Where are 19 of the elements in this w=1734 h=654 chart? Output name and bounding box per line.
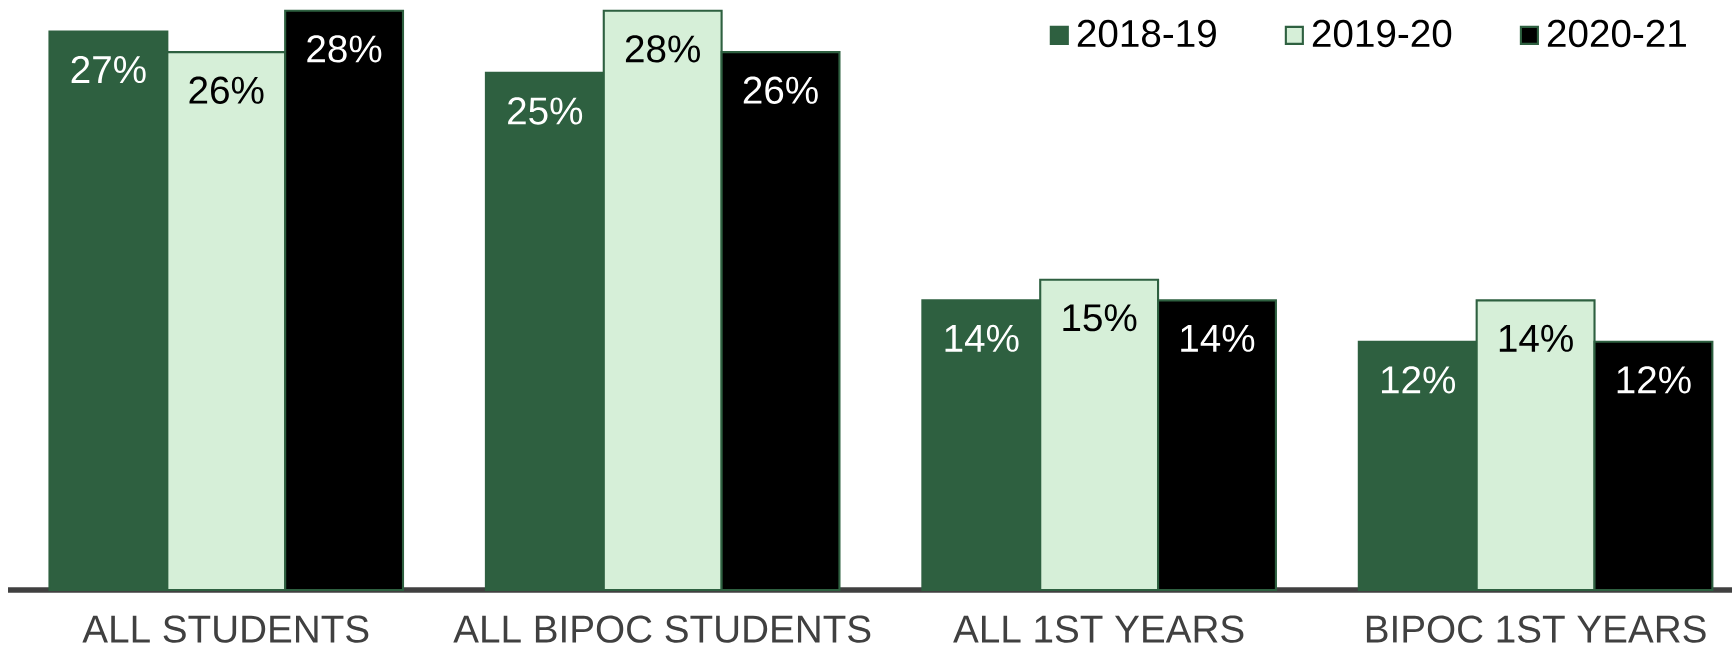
data-label: 15% [1063, 304, 1137, 332]
data-label: 14% [945, 324, 1019, 352]
legend-label: 2019-20 [1312, 19, 1452, 48]
x-tick-label: ALL 1ST YEARS [953, 615, 1244, 643]
data-label: 27% [71, 55, 146, 84]
x-tick-label: ALL STUDENTS [82, 615, 369, 643]
data-label: 14% [1499, 324, 1573, 352]
x-tick-label: BIPOC 1ST YEARS [1366, 615, 1706, 643]
data-label: 26% [189, 76, 264, 104]
data-label: 28% [625, 35, 700, 63]
data-label: 12% [1381, 366, 1456, 394]
data-label: 25% [508, 97, 583, 125]
data-label: 12% [1617, 366, 1691, 394]
x-tick-label: ALL BIPOC STUDENTS [453, 615, 871, 643]
data-label: 14% [1181, 324, 1255, 352]
legend-label: 2018-19 [1077, 19, 1216, 48]
data-label: 26% [743, 76, 818, 104]
legend-label: 2020-21 [1547, 19, 1686, 48]
data-label: 28% [307, 35, 382, 63]
